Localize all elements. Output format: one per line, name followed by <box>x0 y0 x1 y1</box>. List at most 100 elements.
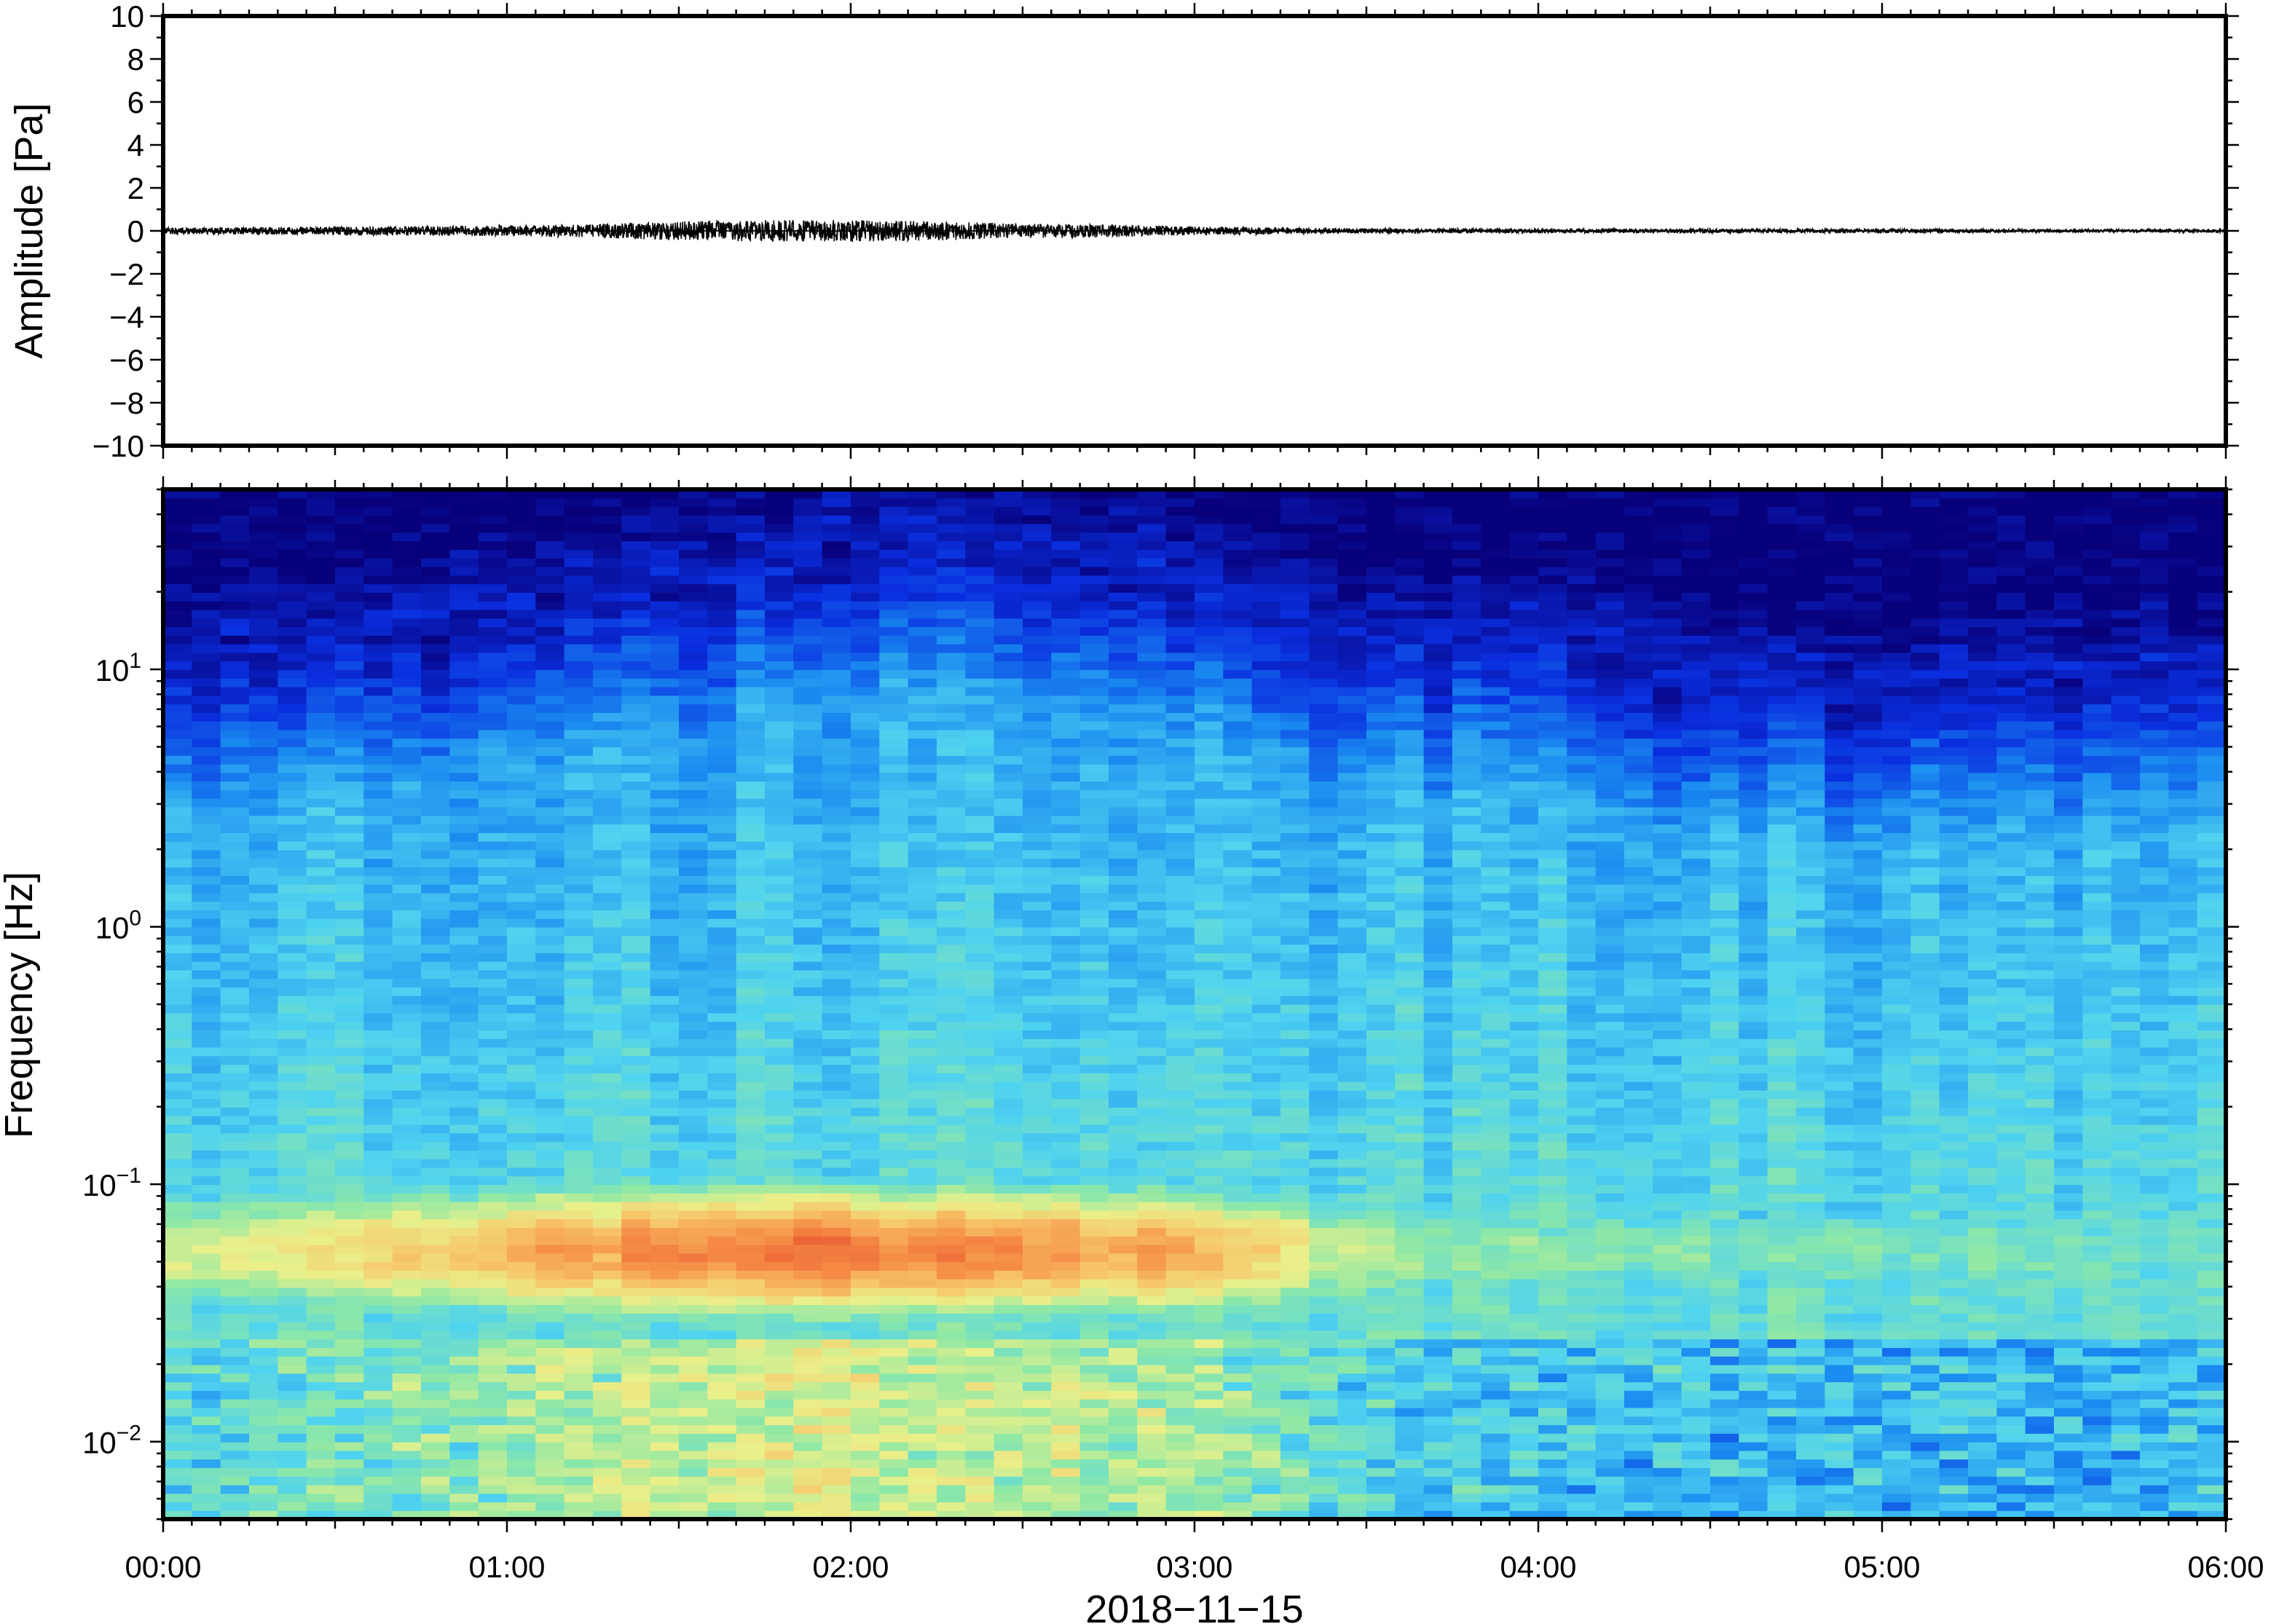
spectrogram-cell <box>679 635 708 645</box>
spectrogram-cell <box>1051 1476 1081 1486</box>
spectrogram-cell <box>1223 944 1253 953</box>
spectrogram-cell <box>392 661 422 671</box>
spectrogram-cell <box>993 953 1023 962</box>
spectrogram-cell <box>449 644 479 653</box>
spectrogram-cell <box>1165 1073 1195 1082</box>
spectrogram-cell <box>564 1089 594 1100</box>
spectrogram-cell <box>449 1347 479 1357</box>
spectrogram-cell <box>220 583 250 593</box>
spectrogram-cell <box>908 901 937 910</box>
spectrogram-cell <box>736 1210 765 1220</box>
spectrogram-cell <box>163 489 192 499</box>
spectrogram-cell <box>707 1253 737 1263</box>
spectrogram-cell <box>965 815 995 825</box>
spectrogram-cell <box>449 772 479 782</box>
spectrogram-cell <box>220 1407 250 1417</box>
spectrogram-cell <box>1223 1193 1253 1202</box>
spectrogram-cell <box>1023 1030 1052 1039</box>
spectrogram-cell <box>736 1330 765 1340</box>
spectrogram-cell <box>1223 558 1253 567</box>
spectrogram-cell <box>335 687 364 696</box>
spectrogram-cell <box>1251 1038 1281 1048</box>
spectrogram-cell <box>306 729 336 739</box>
spectrogram-cell <box>1109 558 1138 567</box>
spectrogram-cell <box>765 1073 794 1082</box>
spectrogram-cell <box>278 626 307 636</box>
spectrogram-cell <box>993 1167 1023 1177</box>
spectrogram-cell <box>993 1493 1023 1503</box>
spectrogram-cell <box>993 918 1023 928</box>
spectrogram-cell <box>535 764 565 773</box>
spectrogram-cell <box>851 1116 880 1125</box>
spectrogram-cell <box>993 1296 1023 1306</box>
spectrogram-cell <box>650 721 680 730</box>
spectrogram-cell <box>1051 1484 1081 1494</box>
spectrogram-cell <box>363 618 393 628</box>
spectrogram-cell <box>1251 1304 1281 1314</box>
spectrogram-cell <box>621 910 651 919</box>
spectrogram-cell <box>793 1450 823 1460</box>
spectrogram-cell <box>1023 884 1052 894</box>
spectrogram-cell <box>822 1279 851 1288</box>
spectrogram-cell <box>937 489 966 499</box>
spectrogram-cell <box>822 1484 851 1494</box>
spectrogram-cell <box>535 1202 565 1211</box>
spectrogram-cell <box>163 1261 192 1271</box>
spectrogram-cell <box>593 1304 622 1314</box>
spectrogram-cell <box>1051 669 1081 679</box>
spectrogram-cell <box>965 969 995 979</box>
spectrogram-cell <box>507 806 536 816</box>
spectrogram-cell <box>449 1253 479 1263</box>
spectrogram-cell <box>965 798 995 808</box>
spectrogram-cell <box>363 1218 393 1228</box>
spectrogram-cell <box>1023 601 1052 610</box>
spectrogram-cell <box>1223 969 1253 979</box>
spectrogram-cell <box>363 884 393 894</box>
spectrogram-cell <box>908 540 937 551</box>
spectrogram-cell <box>1194 540 1224 551</box>
spectrogram-cell <box>1137 1098 1167 1108</box>
spectrogram-cell <box>937 987 966 996</box>
spectrogram-cell <box>650 789 680 799</box>
spectrogram-cell <box>163 953 192 962</box>
spectrogram-cell <box>278 1450 307 1460</box>
spectrogram-cell <box>1051 661 1081 671</box>
spectrogram-cell <box>421 1124 450 1134</box>
spectrogram-cell <box>1223 592 1253 602</box>
spectrogram-cell <box>1079 1433 1109 1443</box>
spectrogram-cell <box>765 695 794 705</box>
spectrogram-cell <box>392 1012 422 1022</box>
spectrogram-cell <box>249 1150 278 1159</box>
spectrogram-cell <box>908 1253 937 1263</box>
spectrogram-cell <box>163 815 192 825</box>
spectrogram-cell <box>478 1210 508 1220</box>
spectrogram-cell <box>736 1218 765 1228</box>
spectrogram-cell <box>1051 1296 1081 1306</box>
spectrogram-cell <box>163 926 192 937</box>
spectrogram-cell <box>707 1098 737 1108</box>
spectrogram-cell <box>679 858 708 868</box>
spectrogram-cell <box>363 515 393 524</box>
spectrogram-cell <box>965 1175 995 1186</box>
spectrogram-cell <box>1109 1304 1138 1314</box>
spectrogram-cell <box>421 506 450 516</box>
spectrogram-cell <box>1137 1441 1167 1451</box>
spectrogram-cell <box>392 1150 422 1159</box>
spectrogram-cell <box>335 772 364 782</box>
spectrogram-cell <box>306 1210 336 1220</box>
spectrogram-cell <box>1023 1236 1052 1245</box>
spectrogram-cell <box>507 1399 536 1408</box>
spectrogram-cell <box>306 669 336 679</box>
spectrogram-cell <box>1223 1081 1253 1091</box>
spectrogram-cell <box>249 1046 278 1057</box>
spectrogram-cell <box>937 806 966 816</box>
spectrogram-cell <box>1280 1476 1310 1486</box>
spectrogram-cell <box>192 1424 221 1434</box>
spectrogram-cell <box>335 978 364 988</box>
spectrogram-cell <box>593 1399 622 1408</box>
spectrogram-cell <box>535 1390 565 1400</box>
spectrogram-cell <box>1051 1116 1081 1125</box>
spectrogram-cell <box>535 1484 565 1494</box>
spectrogram-cell <box>822 497 851 508</box>
spectrogram-cell <box>306 1064 336 1073</box>
